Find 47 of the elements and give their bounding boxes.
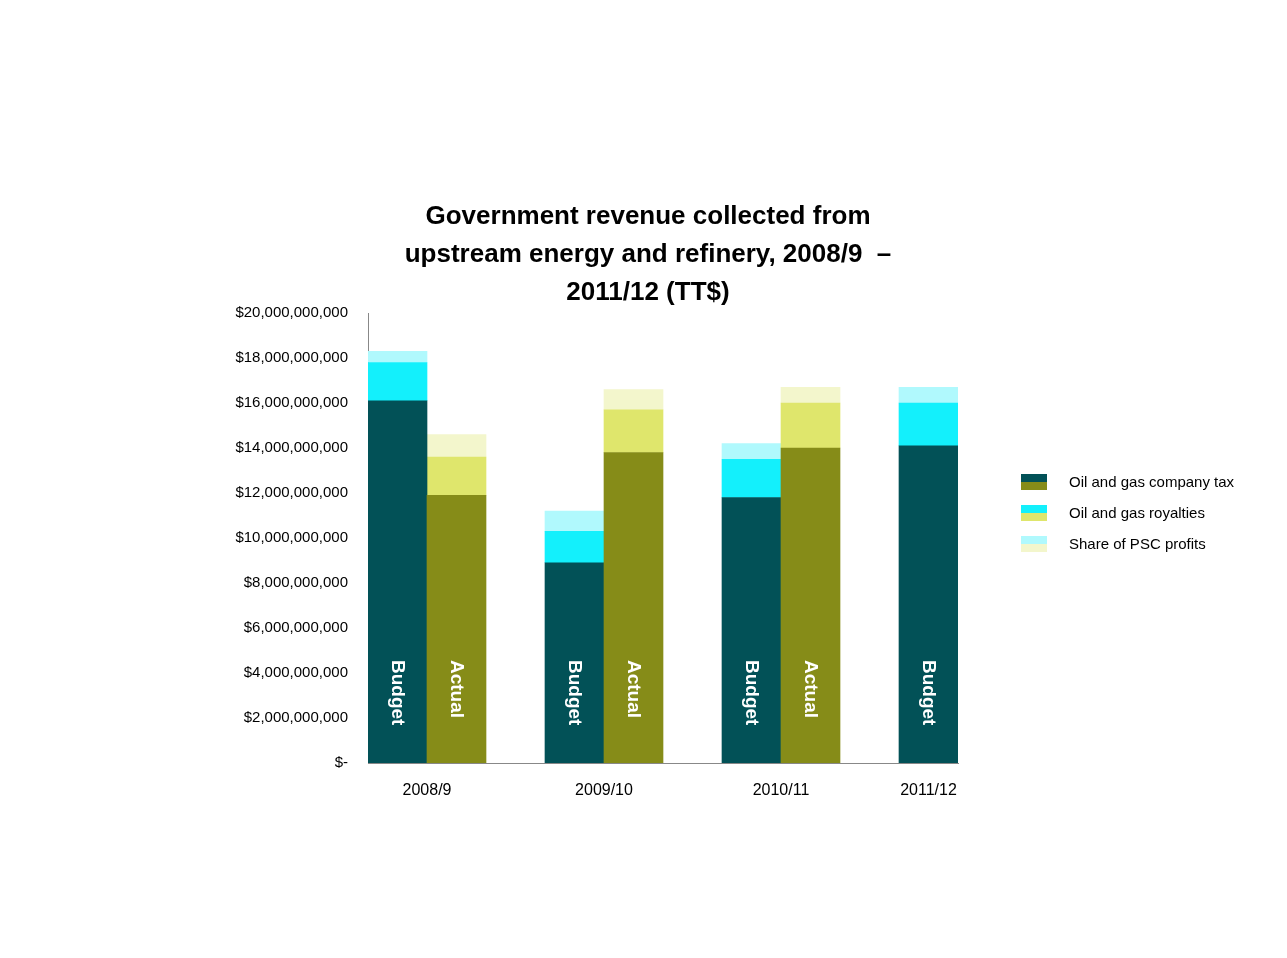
y-tick-label: $18,000,000,000 [235,348,348,366]
legend-label: Share of PSC profits [1069,535,1206,552]
x-tick-label: Budget [919,660,941,727]
bar [780,447,841,763]
x-tick-label: Budget [565,660,587,727]
text: 2011/12 [900,781,957,799]
text: 2009/10 [575,781,634,799]
y-tick-label: $8,000,000,000 [243,573,348,591]
x-tick-label: Actual [447,660,469,719]
bar [721,497,782,763]
bar [426,494,487,763]
y-tick-label: $14,000,000,000 [235,438,348,456]
y-tick-label: $10,000,000,000 [235,528,348,546]
y-tick-label: $4,000,000,000 [243,663,348,681]
x-tick-label: Budget [388,660,410,727]
bar [368,362,428,402]
bar [721,458,782,498]
chart-title: Government revenue collected from upstream energy and refinery, 2008/9 – 2011/12 (TT$) [403,199,893,308]
legend-label: Oil and gas company tax [1069,473,1235,490]
bar [603,389,664,411]
y-tick-label: $20,000,000,000 [235,303,348,321]
bar [780,402,841,449]
bar [544,562,605,763]
bar [368,350,428,363]
bar [426,456,487,496]
bar [721,443,782,460]
y-tick-label: $- [334,753,348,771]
bar [426,434,487,458]
bar [603,452,664,763]
y-tick-label: $6,000,000,000 [243,618,348,636]
bar [780,386,841,404]
text: 2008/9 [402,781,452,799]
bar [603,409,664,453]
bar [898,445,958,763]
y-tick-label: $2,000,000,000 [243,708,348,726]
bar [368,400,428,763]
x-tick-label: Budget [742,660,764,727]
bar [898,402,958,447]
text: 2010/11 [752,781,810,799]
bar [544,510,605,532]
y-tick-label: $12,000,000,000 [235,483,348,501]
y-tick-label: $16,000,000,000 [235,393,348,411]
x-tick-label: Actual [624,660,646,719]
bar [898,386,958,404]
x-tick-label: Actual [801,660,823,719]
bar [544,530,605,564]
legend-label: Oil and gas royalties [1069,504,1205,521]
